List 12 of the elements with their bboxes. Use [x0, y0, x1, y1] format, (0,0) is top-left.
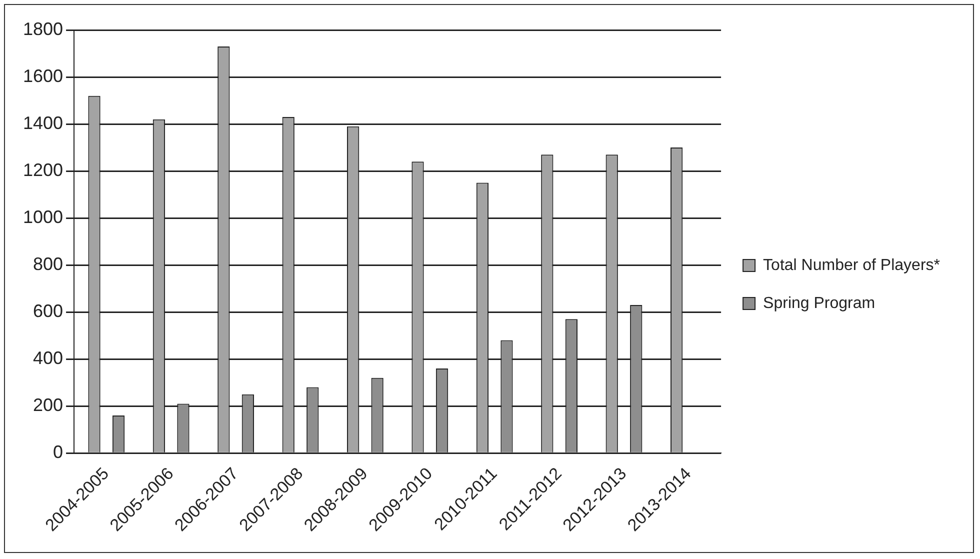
legend-label: Total Number of Players*	[763, 256, 940, 274]
y-tick-label: 1000	[22, 207, 64, 228]
y-tick-label: 0	[53, 442, 64, 462]
y-tick-label: 1800	[22, 18, 64, 39]
y-tick-label: 1400	[22, 112, 64, 133]
y-tick-label: 200	[32, 395, 64, 416]
y-tick-label: 1600	[22, 66, 64, 86]
y-tick-label: 400	[32, 348, 64, 368]
y-tick-label: 600	[32, 301, 64, 322]
y-tick-label: 800	[32, 254, 64, 274]
legend-label: Spring Program	[763, 294, 876, 312]
y-tick-label: 1200	[22, 160, 64, 180]
